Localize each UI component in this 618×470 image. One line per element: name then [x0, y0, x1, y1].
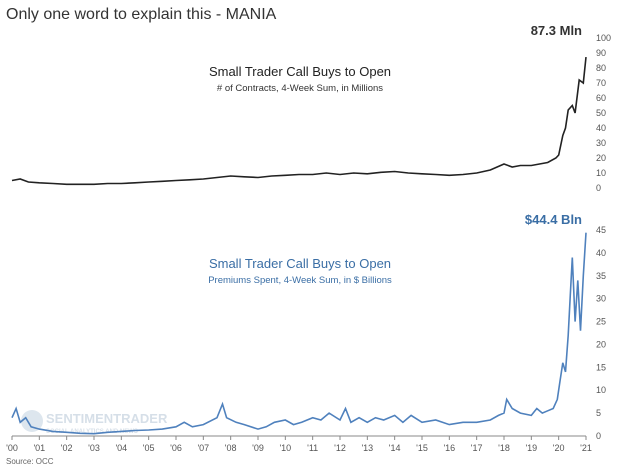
bottom-y-tick-label: 30 [596, 294, 606, 304]
top-y-tick-label: 60 [596, 93, 606, 103]
x-tick-label: '14 [389, 443, 401, 453]
bottom-y-tick-label: 40 [596, 248, 606, 258]
bottom-y-tick-label: 20 [596, 339, 606, 349]
x-tick-label: '06 [170, 443, 182, 453]
bottom-y-tick-label: 15 [596, 362, 606, 372]
bottom-panel-title: Small Trader Call Buys to Open [209, 256, 391, 271]
x-axis: '00 '01 '02 '03 '04 '05 '06 '07 '08 '09 '10 '11 '12 '… [6, 436, 592, 453]
top-y-tick-label: 10 [596, 168, 606, 178]
top-y-tick-label: 0 [596, 183, 601, 193]
top-series-line [11, 57, 587, 186]
bottom-panel: Small Trader Call Buys to Open Premiums … [11, 212, 606, 441]
sentimentrader-watermark: SENTIMENTRADER SOCIAL ANALYTICS AND NEWS [21, 410, 168, 435]
watermark-text: SENTIMENTRADER [46, 411, 168, 426]
x-tick-label: '16 [443, 443, 455, 453]
x-tick-label: '18 [498, 443, 510, 453]
x-tick-label: '07 [197, 443, 209, 453]
top-panel-callout: 87.3 Mln [531, 23, 582, 38]
top-y-tick-label: 90 [596, 48, 606, 58]
bottom-y-tick-label: 25 [596, 317, 606, 327]
x-tick-label: '20 [553, 443, 565, 453]
x-tick-label: '17 [471, 443, 483, 453]
x-tick-label: '05 [143, 443, 155, 453]
x-tick-label: '02 [61, 443, 73, 453]
x-tick-label: '01 [33, 443, 45, 453]
bottom-y-tick-label: 0 [596, 431, 601, 441]
x-tick-label: '12 [334, 443, 346, 453]
top-y-axis: 0 10 20 30 40 50 60 70 80 90 100 [596, 33, 611, 193]
top-y-tick-label: 40 [596, 123, 606, 133]
x-tick-label: '15 [416, 443, 428, 453]
bottom-y-axis: 0 5 10 15 20 25 30 35 40 45 [596, 225, 606, 441]
top-y-tick-label: 20 [596, 153, 606, 163]
top-y-tick-label: 70 [596, 78, 606, 88]
x-tick-label: '00 [6, 443, 18, 453]
x-tick-label: '21 [580, 443, 592, 453]
top-y-tick-label: 80 [596, 63, 606, 73]
top-y-tick-label: 50 [596, 108, 606, 118]
top-y-tick-label: 30 [596, 138, 606, 148]
top-panel-subtitle: # of Contracts, 4-Week Sum, in Millions [217, 83, 383, 94]
x-tick-label: '13 [361, 443, 373, 453]
page-title: Only one word to explain this - MANIA [6, 6, 277, 23]
x-tick-label: '10 [279, 443, 291, 453]
x-tick-label: '19 [525, 443, 537, 453]
top-y-tick-label: 100 [596, 33, 611, 43]
x-tick-label: '03 [88, 443, 100, 453]
x-tick-label: '11 [307, 443, 318, 453]
watermark-logo-icon [21, 410, 43, 432]
top-panel-title: Small Trader Call Buys to Open [209, 64, 391, 79]
bottom-y-tick-label: 45 [596, 225, 606, 235]
bottom-y-tick-label: 10 [596, 385, 606, 395]
source-note: Source: OCC [6, 457, 54, 466]
top-panel: Small Trader Call Buys to Open # of Cont… [11, 23, 611, 193]
x-tick-label: '04 [115, 443, 127, 453]
bottom-series-line [11, 232, 587, 435]
bottom-y-tick-label: 35 [596, 271, 606, 281]
bottom-y-tick-label: 5 [596, 408, 601, 418]
x-tick-label: '09 [252, 443, 264, 453]
watermark-subtext: SOCIAL ANALYTICS AND NEWS [46, 429, 138, 435]
x-tick-label: '08 [225, 443, 237, 453]
bottom-panel-subtitle: Premiums Spent, 4-Week Sum, in $ Billion… [208, 275, 392, 286]
bottom-panel-callout: $44.4 Bln [525, 212, 582, 227]
